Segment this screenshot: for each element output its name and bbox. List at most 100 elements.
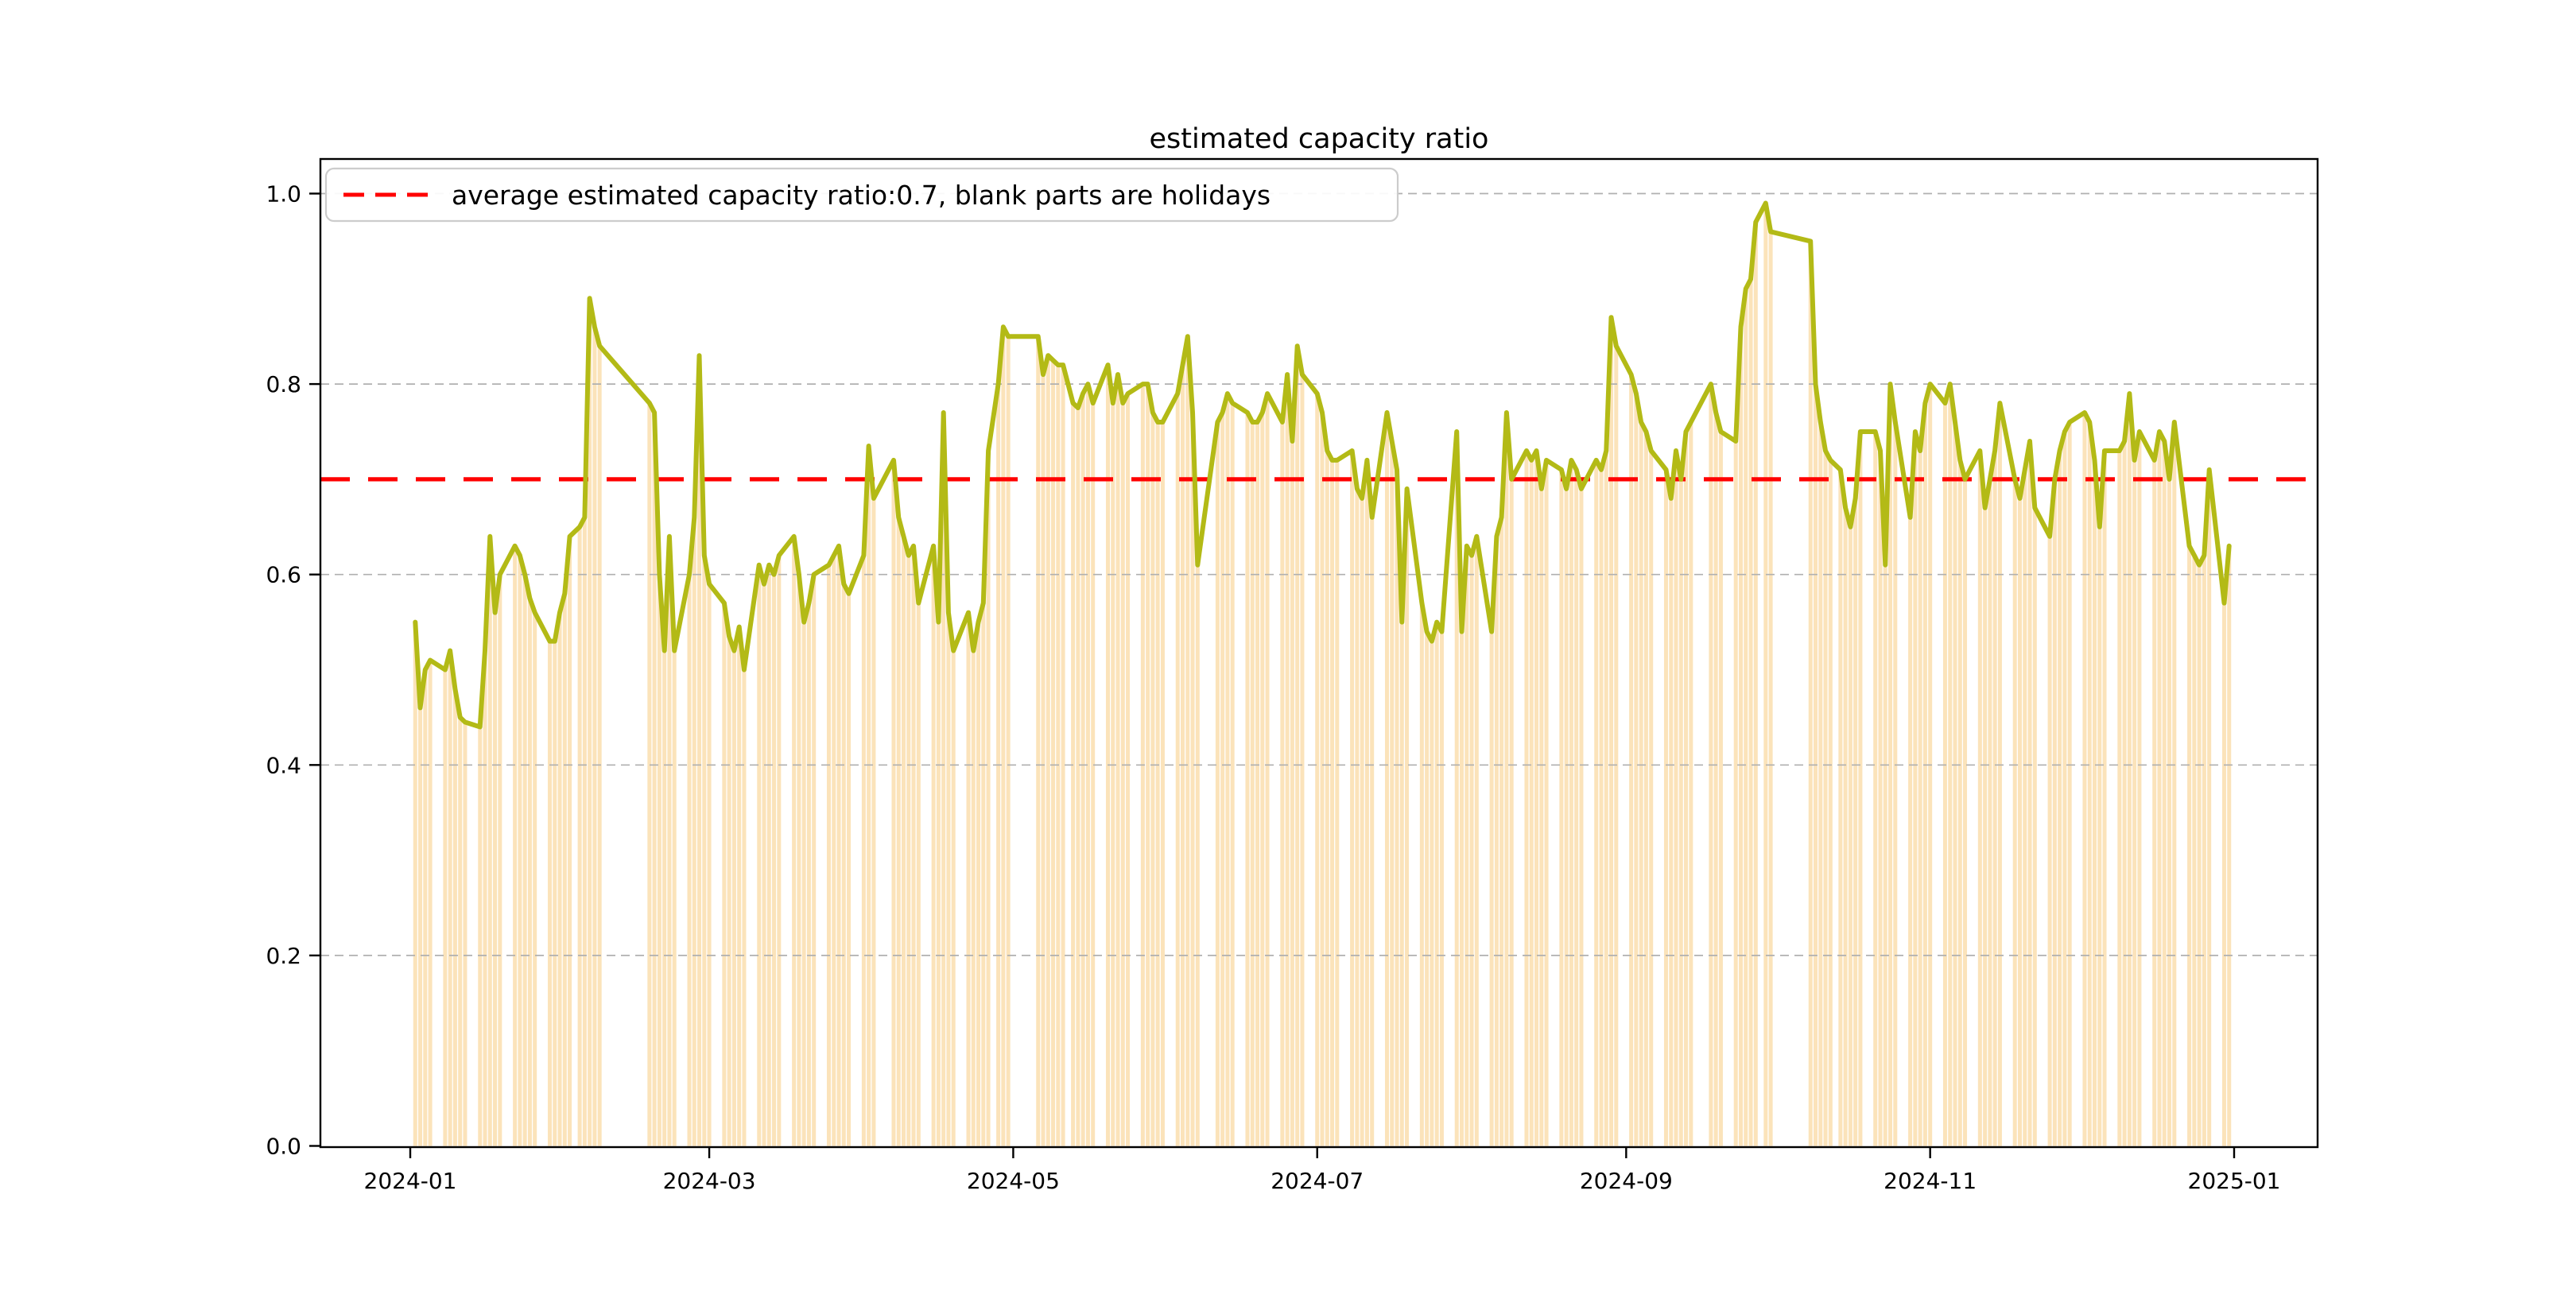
- bar-2024-07-08: [1350, 450, 1355, 1146]
- bar-2024-09-26: [1748, 279, 1753, 1146]
- bar-2024-01-10: [452, 688, 457, 1146]
- bar-2024-03-21: [806, 603, 811, 1146]
- bar-2024-07-23: [1425, 631, 1430, 1146]
- bar-2024-09-24: [1738, 327, 1743, 1146]
- bar-2024-09-13: [1684, 432, 1689, 1146]
- bar-2024-05-20: [1105, 365, 1110, 1146]
- bar-2024-05-17: [1091, 403, 1096, 1146]
- bar-2024-11-26: [2052, 479, 2057, 1146]
- bar-2024-03-13: [766, 564, 771, 1146]
- bar-2024-06-06: [1190, 413, 1195, 1146]
- bar-2024-05-06: [1036, 336, 1041, 1146]
- y-tick-label-0.4: 0.4: [266, 752, 301, 778]
- bar-2024-07-18: [1399, 622, 1404, 1146]
- bar-2024-05-11: [1061, 365, 1065, 1146]
- bar-2024-11-14: [1992, 450, 1997, 1146]
- bar-2024-02-19: [652, 413, 657, 1146]
- bar-2024-08-26: [1594, 459, 1599, 1146]
- bar-2024-05-14: [1076, 408, 1080, 1146]
- bar-2024-03-25: [826, 564, 831, 1146]
- bar-2024-04-22: [966, 612, 971, 1146]
- bar-2024-08-14: [1534, 450, 1539, 1146]
- bar-2024-11-12: [1983, 507, 1988, 1146]
- bar-2024-01-24: [522, 574, 527, 1146]
- bar-2024-03-08: [742, 669, 747, 1146]
- bar-2024-01-19: [498, 574, 502, 1146]
- bar-2024-12-02: [2082, 413, 2087, 1146]
- bar-2024-01-16: [483, 650, 487, 1146]
- bar-2024-05-16: [1085, 384, 1090, 1146]
- y-tick-label-1.0: 1.0: [266, 181, 301, 207]
- bar-2024-09-05: [1643, 432, 1648, 1146]
- bars-layer: [413, 203, 2232, 1146]
- bar-2024-06-24: [1280, 422, 1285, 1146]
- capacity-ratio-line: [413, 200, 2232, 730]
- bar-2024-08-02: [1474, 536, 1479, 1146]
- bar-2024-11-18: [2012, 479, 2017, 1146]
- bar-2024-12-20: [2172, 422, 2177, 1146]
- axes-spines: [319, 157, 2319, 1149]
- bar-2024-12-31: [2227, 545, 2232, 1146]
- bar-2024-06-13: [1225, 394, 1230, 1146]
- bar-2024-05-23: [1120, 403, 1125, 1146]
- bar-2024-01-12: [463, 722, 467, 1146]
- bar-2024-09-03: [1634, 394, 1639, 1146]
- bar-2024-10-30: [1918, 450, 1922, 1146]
- bar-2024-11-22: [2032, 507, 2037, 1146]
- bar-2024-04-10: [906, 555, 911, 1146]
- bar-2024-04-16: [936, 622, 941, 1146]
- bar-2024-08-20: [1564, 488, 1569, 1146]
- y-axis-ticks: 0.0 0.2 0.4 0.6 0.8 1.0: [266, 181, 320, 1160]
- bar-2024-06-12: [1220, 413, 1225, 1146]
- bar-2024-06-19: [1255, 422, 1260, 1146]
- bar-2024-01-18: [493, 612, 498, 1146]
- bar-2024-08-12: [1524, 450, 1529, 1146]
- bar-2024-07-29: [1454, 432, 1459, 1146]
- axes-layer: [319, 157, 2319, 1149]
- bar-2024-02-23: [672, 650, 677, 1146]
- bar-2024-04-01: [861, 555, 866, 1146]
- x-tick-label-2024-03: 2024-03: [663, 1168, 756, 1194]
- bar-2024-02-05: [582, 517, 587, 1146]
- bar-2024-12-25: [2197, 564, 2202, 1146]
- bar-2024-03-01: [707, 583, 712, 1146]
- bar-2024-02-26: [687, 574, 692, 1146]
- bar-2024-05-22: [1115, 374, 1120, 1146]
- y-tick-label-0.2: 0.2: [266, 943, 301, 969]
- bar-2024-04-18: [946, 612, 951, 1146]
- bar-2024-06-05: [1185, 336, 1190, 1146]
- bar-2024-12-16: [2152, 459, 2157, 1146]
- bar-2024-07-05: [1335, 459, 1340, 1146]
- bar-2024-05-15: [1080, 394, 1085, 1146]
- bar-2024-08-21: [1569, 459, 1573, 1146]
- bar-2024-11-04: [1942, 403, 1947, 1146]
- bar-2024-03-26: [832, 555, 836, 1146]
- bar-2024-04-23: [971, 650, 976, 1146]
- bar-2024-09-10: [1669, 498, 1674, 1146]
- bar-2024-11-13: [1988, 479, 1992, 1146]
- bar-2024-07-22: [1419, 603, 1424, 1146]
- bar-2024-04-30: [1006, 336, 1011, 1146]
- bar-2024-11-05: [1948, 384, 1953, 1146]
- bar-2024-12-09: [2117, 450, 2122, 1146]
- bar-2024-11-15: [1997, 403, 2002, 1146]
- bar-2024-01-17: [487, 536, 492, 1146]
- legend-label: average estimated capacity ratio:0.7, bl…: [452, 180, 1271, 211]
- bar-2024-10-12: [1828, 459, 1833, 1146]
- bar-2024-10-25: [1893, 422, 1898, 1146]
- bar-2024-04-12: [916, 603, 921, 1146]
- bar-2024-06-17: [1245, 413, 1250, 1146]
- bar-2024-03-20: [801, 622, 806, 1146]
- bar-2024-08-05: [1489, 631, 1494, 1146]
- bar-2024-08-06: [1494, 536, 1499, 1146]
- bar-2024-08-29: [1609, 317, 1614, 1146]
- bar-2024-01-26: [533, 612, 537, 1146]
- bar-2024-02-01: [562, 593, 567, 1146]
- bar-2024-10-23: [1883, 564, 1887, 1146]
- bar-2024-10-11: [1823, 450, 1828, 1146]
- bar-2024-02-28: [697, 355, 702, 1146]
- bar-2024-12-13: [2137, 432, 2142, 1146]
- bar-2024-12-17: [2157, 432, 2162, 1146]
- bar-2024-05-10: [1056, 365, 1061, 1146]
